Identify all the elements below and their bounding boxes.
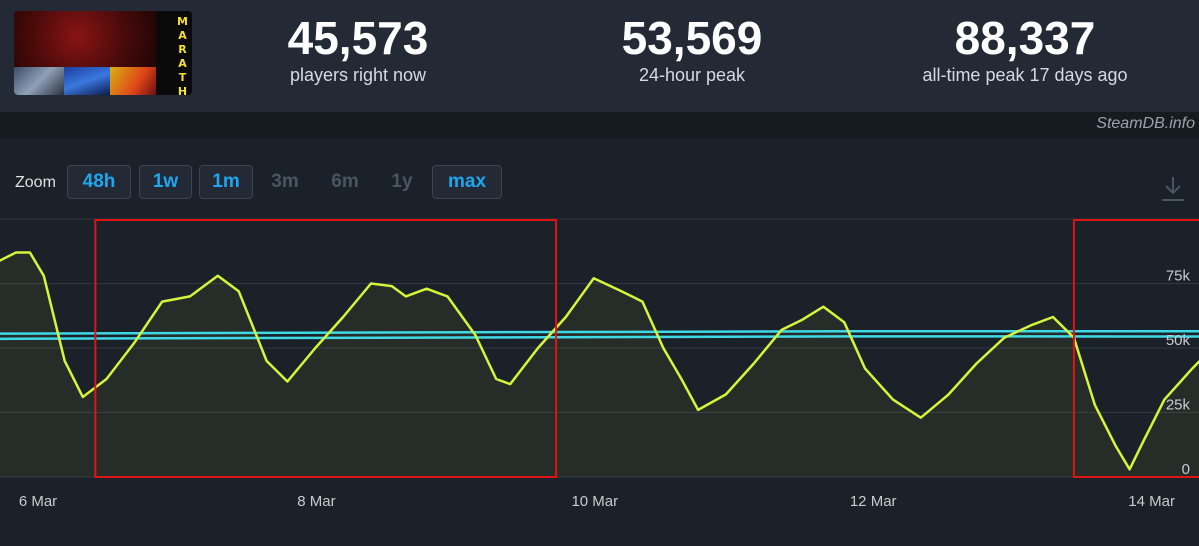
player-count-line [0, 251, 1199, 471]
zoom-label: Zoom [15, 174, 56, 191]
zoom-max-button[interactable]: max [432, 165, 502, 199]
y-tick-label: 50k [1166, 332, 1191, 349]
current-players-label: players right now [289, 65, 427, 85]
zoom-48h-button[interactable]: 48h [67, 165, 131, 199]
zoom-1y-button: 1y [391, 171, 413, 192]
all-time-peak-value: 88,337 [954, 12, 1096, 64]
y-tick-label: 0 [1182, 461, 1190, 478]
cover-logo-band [156, 11, 192, 95]
all-time-peak-stat: 88,337 all-time peak 17 days ago [900, 12, 1150, 86]
download-icon[interactable] [1161, 175, 1185, 203]
current-players-value: 45,573 [287, 12, 429, 64]
steamdb-credit[interactable]: SteamDB.info [1096, 115, 1195, 132]
highlight-box [94, 219, 558, 478]
x-tick-label: 6 Mar [19, 493, 57, 510]
y-tick-label: 25k [1166, 397, 1191, 414]
series-area [0, 252, 1199, 477]
summary-header: MARATHON 45,573 players right now 53,569… [0, 0, 1199, 112]
highlight-box [1072, 219, 1199, 478]
day-peak-stat: 53,569 24-hour peak [582, 12, 802, 86]
zoom-controls: Zoom 48h 1w 1m 3m 6m 1y max [0, 165, 1199, 201]
current-players-stat: 45,573 players right now [258, 12, 458, 86]
cover-logo-text: MARATHON [176, 15, 189, 95]
cover-art-panel [14, 67, 64, 95]
cover-art-panel [14, 11, 156, 67]
y-tick-label: 75k [1166, 268, 1191, 285]
zoom-6m-button: 6m [331, 171, 359, 192]
x-tick-label: 12 Mar [850, 493, 897, 510]
reference-line [0, 329, 1199, 335]
day-peak-label: 24-hour peak [638, 65, 746, 85]
zoom-3m-button: 3m [271, 171, 299, 192]
zoom-1w-button[interactable]: 1w [139, 165, 192, 199]
cover-art-panel [110, 67, 156, 95]
zoom-1m-button[interactable]: 1m [199, 165, 253, 199]
cover-art-panel [64, 67, 110, 95]
x-tick-label: 8 Mar [297, 493, 335, 510]
x-tick-label: 10 Mar [571, 493, 618, 510]
credit-bar: SteamDB.info [0, 112, 1199, 139]
all-time-peak-label: all-time peak 17 days ago [922, 65, 1128, 85]
day-peak-value: 53,569 [621, 12, 763, 64]
game-cover-image[interactable]: MARATHON [14, 11, 192, 95]
x-tick-label: 14 Mar [1128, 493, 1175, 510]
